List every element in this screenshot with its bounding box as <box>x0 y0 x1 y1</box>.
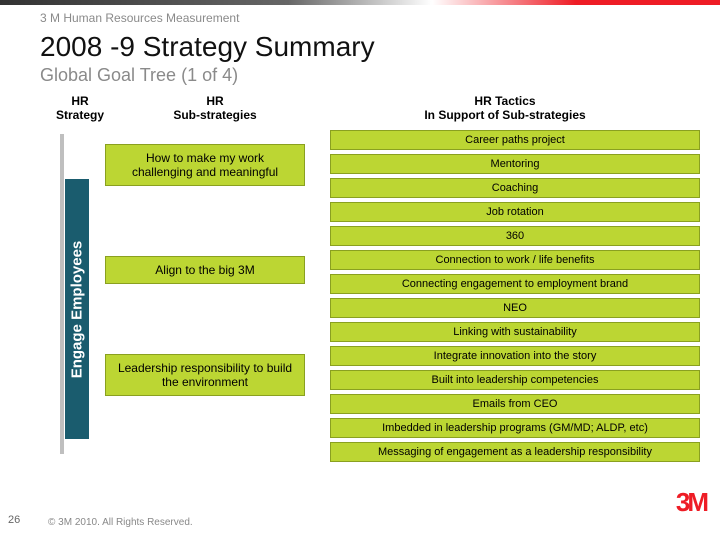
tactics-column: Career paths project Mentoring Coaching … <box>330 130 700 462</box>
department-line: 3 M Human Resources Measurement <box>0 7 720 25</box>
substrategy-box: How to make my work challenging and mean… <box>105 144 305 186</box>
header-hr-tactics: HR Tactics In Support of Sub-strategies <box>310 94 700 122</box>
page-title: 2008 -9 Strategy Summary <box>0 25 720 63</box>
page-subtitle: Global Goal Tree (1 of 4) <box>0 63 720 94</box>
column-headers: HR Strategy HR Sub-strategies HR Tactics… <box>40 94 700 122</box>
tactic-box: Connecting engagement to employment bran… <box>330 274 700 294</box>
slide-footer: 26 © 3M 2010. All Rights Reserved. <box>0 512 720 532</box>
tactic-box: 360 <box>330 226 700 246</box>
copyright-text: © 3M 2010. All Rights Reserved. <box>48 517 193 528</box>
tactic-box: Coaching <box>330 178 700 198</box>
header-hr-strategy: HR Strategy <box>40 94 120 122</box>
header-hr-substrategies: HR Sub-strategies <box>120 94 310 122</box>
goal-tree-diagram: HR Strategy HR Sub-strategies HR Tactics… <box>0 94 720 474</box>
tactic-box: Mentoring <box>330 154 700 174</box>
tactic-box: Messaging of engagement as a leadership … <box>330 442 700 462</box>
page-number: 26 <box>8 514 20 526</box>
tactic-box: Integrate innovation into the story <box>330 346 700 366</box>
tactic-box: NEO <box>330 298 700 318</box>
tactic-box: Emails from CEO <box>330 394 700 414</box>
substrategy-box: Leadership responsibility to build the e… <box>105 354 305 396</box>
strategy-pillar-label: Engage Employees <box>69 240 86 378</box>
tactic-box: Career paths project <box>330 130 700 150</box>
tactic-box: Imbedded in leadership programs (GM/MD; … <box>330 418 700 438</box>
tactic-box: Linking with sustainability <box>330 322 700 342</box>
substrategy-column: How to make my work challenging and mean… <box>105 144 305 396</box>
logo-3m-icon: 3M <box>676 487 706 518</box>
tactic-box: Built into leadership competencies <box>330 370 700 390</box>
strategy-pillar: Engage Employees <box>65 179 89 439</box>
vertical-divider <box>60 134 64 454</box>
tactic-box: Job rotation <box>330 202 700 222</box>
accent-header-bar <box>0 0 720 5</box>
substrategy-box: Align to the big 3M <box>105 256 305 284</box>
tactic-box: Connection to work / life benefits <box>330 250 700 270</box>
